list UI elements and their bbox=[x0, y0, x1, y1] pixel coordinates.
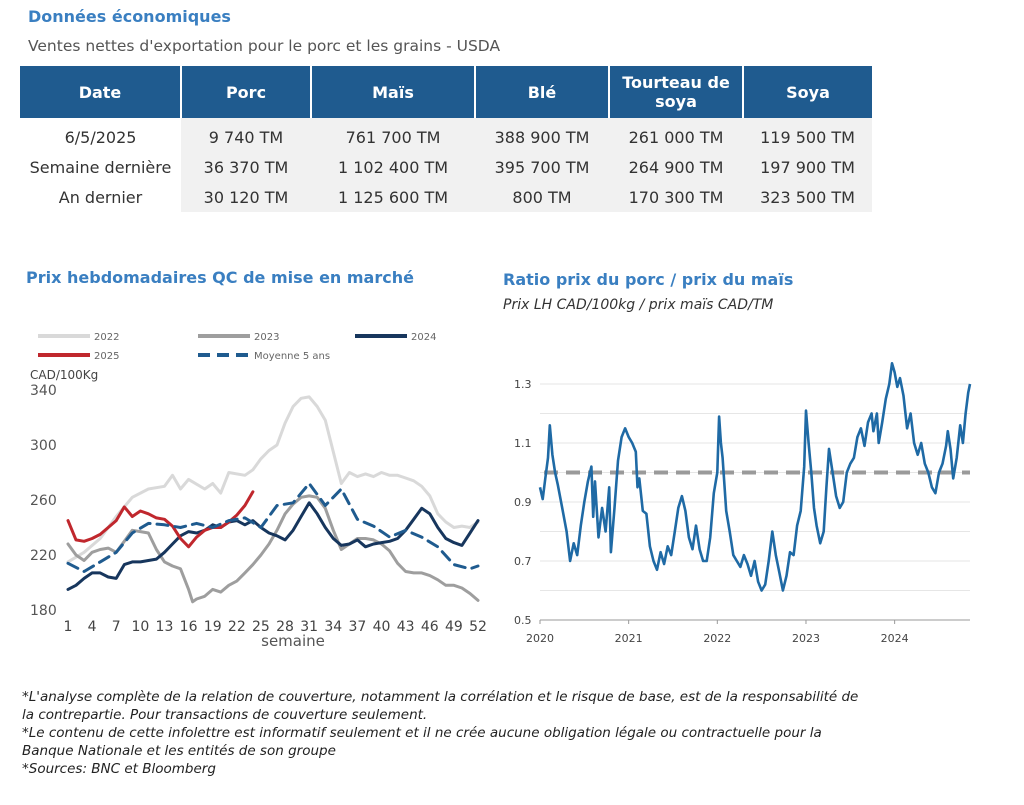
page-subtitle: Ventes nettes d'exportation pour le porc… bbox=[28, 37, 501, 55]
x-tick-label: 34 bbox=[324, 619, 342, 635]
column-header-soya: Soya bbox=[742, 66, 872, 118]
table-cell: 264 900 TM bbox=[609, 152, 743, 182]
ratio-chart-subtitle: Prix LH CAD/100kg / prix maïs CAD/TM bbox=[503, 297, 774, 313]
y-axis-label: CAD/100Kg bbox=[30, 368, 98, 382]
table-cell: 170 300 TM bbox=[609, 182, 743, 212]
legend-label: 2023 bbox=[254, 332, 279, 343]
legend-label: 2022 bbox=[94, 332, 119, 343]
x-tick-label: 40 bbox=[373, 619, 391, 635]
y-tick-label: 0.7 bbox=[514, 555, 532, 568]
series-line-2025 bbox=[66, 490, 255, 549]
y-tick-label: 180 bbox=[30, 603, 57, 619]
x-tick-label: 22 bbox=[228, 619, 246, 635]
footnote: *Sources: BNC et Bloomberg bbox=[22, 761, 216, 777]
x-tick-label: 1 bbox=[64, 619, 73, 635]
table-cell: 1 125 600 TM bbox=[311, 182, 475, 212]
x-tick-label: 7 bbox=[112, 619, 121, 635]
ratio-series-line bbox=[538, 362, 972, 592]
column-header-mais: Maïs bbox=[310, 66, 475, 118]
footnote: *Le contenu de cette infolettre est info… bbox=[22, 725, 822, 759]
footnotes: *L'analyse complète de la relation de co… bbox=[22, 688, 862, 778]
x-tick-label: 31 bbox=[300, 619, 318, 635]
y-tick-label: 0.9 bbox=[514, 496, 532, 509]
x-tick-label: 2020 bbox=[526, 632, 554, 645]
x-tick-label: 25 bbox=[252, 619, 270, 635]
x-tick-label: 4 bbox=[88, 619, 97, 635]
column-header-tourteau: Tourteau de soya bbox=[608, 66, 743, 118]
table-header-row: Date Porc Maïs Blé Tourteau de soya Soya bbox=[20, 66, 872, 118]
exports-table: Date Porc Maïs Blé Tourteau de soya Soya… bbox=[20, 66, 872, 212]
series-line-2023 bbox=[66, 494, 480, 604]
x-tick-label: 37 bbox=[348, 619, 366, 635]
x-tick-label: 10 bbox=[131, 619, 149, 635]
table-cell: 261 000 TM bbox=[609, 118, 743, 152]
page-title: Données économiques bbox=[28, 7, 231, 26]
series-line-moyenne-5-ans bbox=[66, 482, 480, 573]
x-tick-label: 2024 bbox=[881, 632, 909, 645]
table-cell: 761 700 TM bbox=[311, 118, 475, 152]
legend-label: 2025 bbox=[94, 351, 119, 362]
y-tick-label: 220 bbox=[30, 548, 57, 564]
column-header-porc: Porc bbox=[180, 66, 311, 118]
table-row: An dernier 30 120 TM 1 125 600 TM 800 TM… bbox=[20, 182, 872, 212]
y-tick-label: 300 bbox=[30, 438, 57, 454]
table-cell: 323 500 TM bbox=[743, 182, 872, 212]
table-row: 6/5/2025 9 740 TM 761 700 TM 388 900 TM … bbox=[20, 118, 872, 152]
legend-label: 2024 bbox=[411, 332, 436, 343]
weekly-chart-title: Prix hebdomadaires QC de mise en marché bbox=[26, 268, 414, 287]
table-cell: 388 900 TM bbox=[475, 118, 609, 152]
x-tick-label: 2023 bbox=[792, 632, 820, 645]
column-header-date: Date bbox=[20, 66, 181, 118]
table-row: Semaine dernière 36 370 TM 1 102 400 TM … bbox=[20, 152, 872, 182]
weekly-price-chart: 2022 2023 2024 2025 Moyenne 5 ans CAD/100Kg 18… bbox=[30, 332, 487, 650]
table-cell: Semaine dernière bbox=[20, 152, 181, 182]
column-header-ble: Blé bbox=[474, 66, 609, 118]
footnote: *L'analyse complète de la relation de co… bbox=[22, 689, 859, 723]
x-tick-label: 2021 bbox=[615, 632, 643, 645]
y-tick-label: 340 bbox=[30, 383, 57, 399]
series-line-2022 bbox=[66, 395, 480, 564]
table-cell: 9 740 TM bbox=[181, 118, 311, 152]
x-tick-label: 49 bbox=[445, 619, 463, 635]
x-tick-label: 2022 bbox=[703, 632, 731, 645]
y-tick-label: 1.1 bbox=[514, 437, 532, 450]
x-axis-label: semaine bbox=[261, 632, 325, 650]
x-tick-label: 46 bbox=[421, 619, 439, 635]
table-cell: 30 120 TM bbox=[181, 182, 311, 212]
table-cell: 197 900 TM bbox=[743, 152, 872, 182]
y-tick-label: 1.3 bbox=[514, 378, 532, 391]
x-tick-label: 28 bbox=[276, 619, 294, 635]
x-tick-label: 16 bbox=[180, 619, 198, 635]
x-tick-label: 43 bbox=[397, 619, 415, 635]
table-cell: 6/5/2025 bbox=[20, 118, 181, 152]
ratio-chart-title: Ratio prix du porc / prix du maïs bbox=[503, 270, 794, 289]
ratio-chart: 0.5 0.7 0.9 1.1 1.3 2020 2021 2022 2023 2024 bbox=[514, 362, 972, 645]
series-line-2024 bbox=[66, 501, 480, 591]
table-cell: 1 102 400 TM bbox=[311, 152, 475, 182]
x-tick-label: 19 bbox=[204, 619, 222, 635]
table-cell: 800 TM bbox=[475, 182, 609, 212]
table-cell: An dernier bbox=[20, 182, 181, 212]
y-tick-label: 0.5 bbox=[514, 614, 532, 627]
table-cell: 36 370 TM bbox=[181, 152, 311, 182]
legend-label: Moyenne 5 ans bbox=[254, 351, 330, 362]
y-tick-label: 260 bbox=[30, 493, 57, 509]
x-tick-label: 52 bbox=[469, 619, 487, 635]
x-tick-label: 13 bbox=[156, 619, 174, 635]
table-cell: 395 700 TM bbox=[475, 152, 609, 182]
table-cell: 119 500 TM bbox=[743, 118, 872, 152]
